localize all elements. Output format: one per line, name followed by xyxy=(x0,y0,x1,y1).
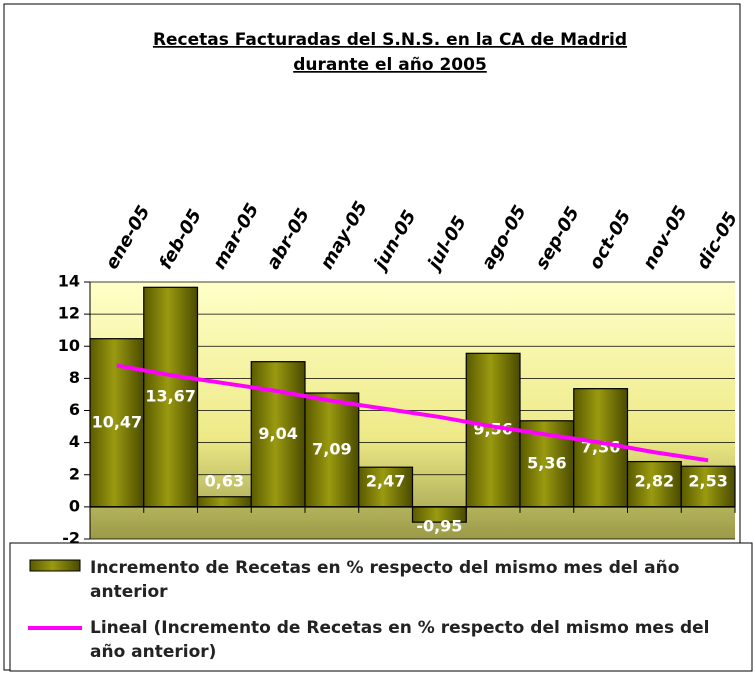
bar xyxy=(358,466,414,508)
chart-title: Recetas Facturadas del S.N.S. en la CA d… xyxy=(153,30,627,50)
value-label: 13,67 xyxy=(145,387,196,406)
legend-label: Lineal (Incremento de Recetas en % respe… xyxy=(90,618,710,662)
y-tick-label: 12 xyxy=(58,304,80,323)
value-label: 2,53 xyxy=(688,471,727,490)
value-label: 10,47 xyxy=(92,412,143,431)
value-label: 0,63 xyxy=(205,471,244,490)
y-tick-label: 6 xyxy=(69,400,80,419)
legend-label: Incremento de Recetas en % respecto del … xyxy=(90,558,680,602)
value-label: 2,82 xyxy=(635,471,674,490)
trend-line xyxy=(116,363,709,463)
y-tick-label: 14 xyxy=(58,272,80,291)
value-label: 7,09 xyxy=(312,439,351,458)
value-label: 5,36 xyxy=(527,453,566,472)
y-tick-label: 2 xyxy=(69,464,80,483)
y-tick-label: 0 xyxy=(69,496,80,515)
value-label: 2,47 xyxy=(366,471,405,490)
bar xyxy=(143,286,199,508)
legend-key xyxy=(29,559,81,572)
y-tick-label: -2 xyxy=(62,529,80,548)
bar xyxy=(304,392,360,508)
bar xyxy=(196,496,252,508)
value-label: 9,04 xyxy=(258,424,297,443)
y-tick-label: 8 xyxy=(69,368,80,387)
bar xyxy=(250,361,306,508)
chart-subtitle: durante el año 2005 xyxy=(293,55,487,75)
y-tick-label: 4 xyxy=(69,432,80,451)
legend-box xyxy=(9,542,753,672)
value-label: -0,95 xyxy=(416,516,462,535)
y-tick-label: 10 xyxy=(58,336,80,355)
